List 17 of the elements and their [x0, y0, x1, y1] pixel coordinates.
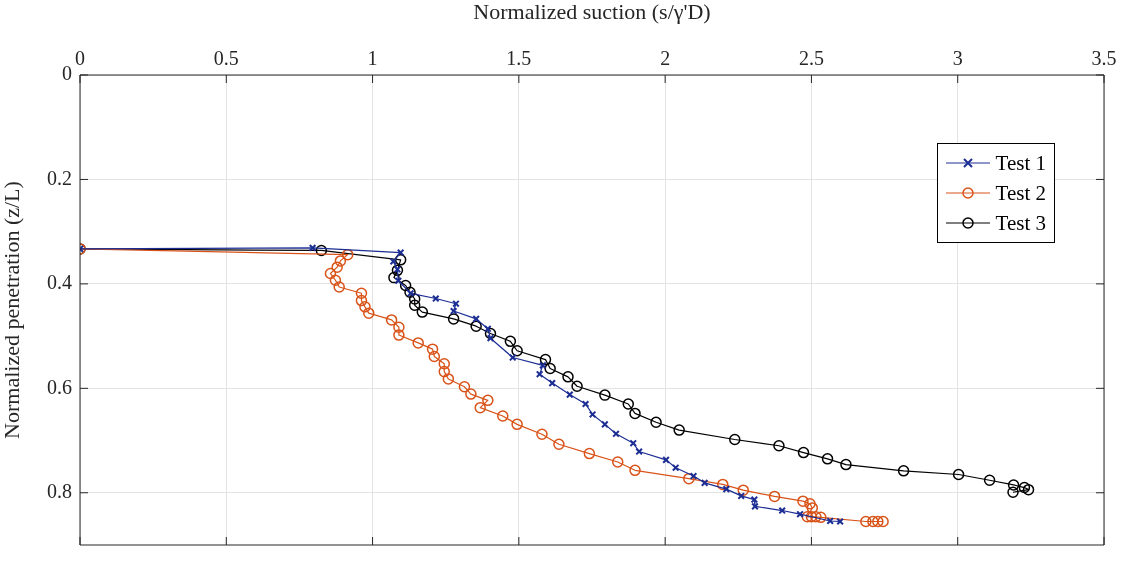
x-axis-title: Normalized suction (s/γ'D) [473, 0, 711, 24]
x-tick-label: 2.5 [798, 47, 824, 70]
y-tick-label: 0.4 [47, 271, 72, 294]
x-tick-label: 0.5 [213, 47, 239, 70]
y-tick-label: 0 [62, 62, 72, 85]
legend-label: Test 3 [995, 210, 1046, 237]
x-tick-label: 1 [367, 47, 378, 70]
y-tick-label: 0.8 [47, 480, 72, 503]
y-tick-label: 0.2 [47, 166, 72, 189]
y-axis-title: Normalized penetration (z/L) [0, 181, 24, 439]
legend-label: Test 1 [995, 150, 1046, 177]
x-tick-label: 1.5 [506, 47, 532, 70]
legend-label: Test 2 [995, 180, 1046, 207]
x-tick-label: 3.5 [1091, 47, 1117, 70]
x-tick-label: 2 [660, 47, 671, 70]
y-tick-label: 0.6 [47, 375, 72, 398]
x-tick-label: 3 [952, 47, 963, 70]
